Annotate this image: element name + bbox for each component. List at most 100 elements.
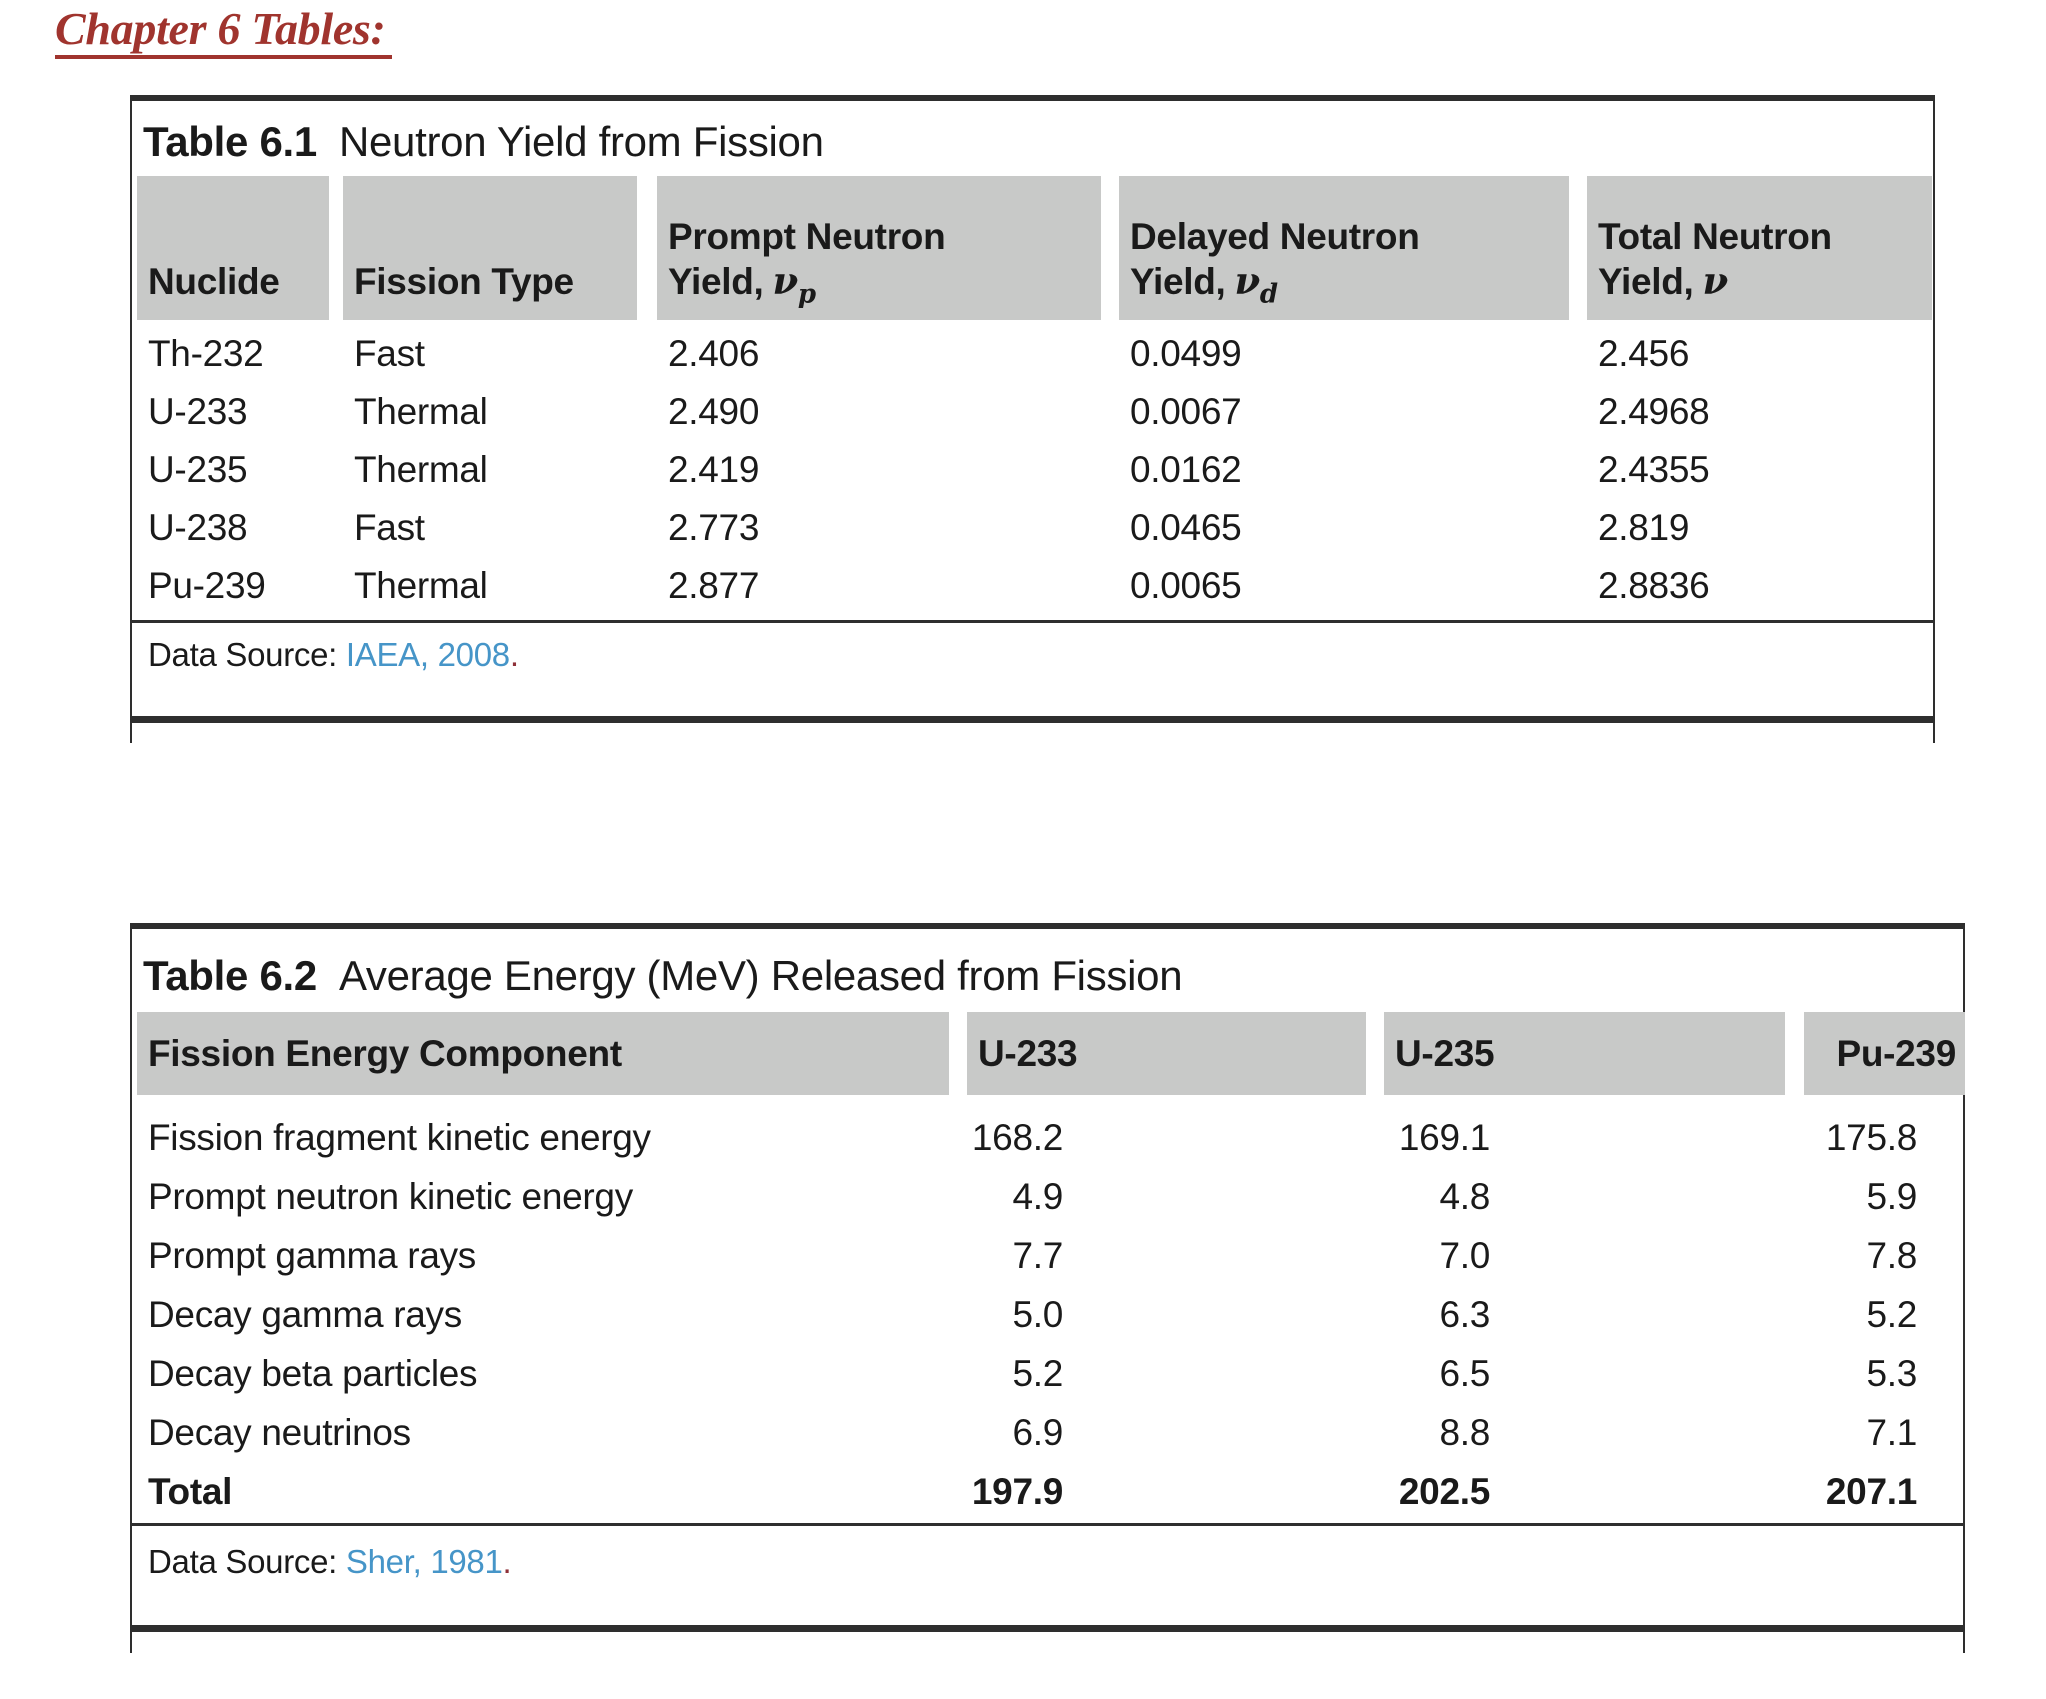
- component-cell: Prompt neutron kinetic energy: [148, 1175, 633, 1217]
- u233-cell: 168.2: [971, 1116, 1063, 1158]
- header-line1: Delayed Neutron: [1130, 216, 1420, 257]
- total-yield-cell: 2.8836: [1598, 565, 1710, 606]
- header-line2: Yield, νp: [668, 259, 816, 310]
- header-u233: U-233: [967, 1012, 1366, 1095]
- pu239-cell: 7.8: [1866, 1234, 1917, 1276]
- prompt-yield-cell: 2.490: [668, 391, 760, 432]
- header-label: Fission Type: [354, 261, 574, 302]
- table-6-1-data-source: Data Source: IAEA, 2008.: [148, 636, 519, 674]
- data-source-link[interactable]: Sher, 1981: [345, 1543, 503, 1580]
- table-row: Th-232 Fast 2.406 0.0499 2.456: [130, 325, 1935, 383]
- u233-cell: 7.7: [1012, 1234, 1063, 1276]
- header-line1: Prompt Neutron: [668, 216, 946, 257]
- header-line1: Total Neutron: [1598, 216, 1832, 257]
- total-yield-cell: 2.4968: [1598, 391, 1710, 432]
- nu-symbol: ν: [1702, 259, 1729, 303]
- component-cell: Decay neutrinos: [148, 1411, 411, 1453]
- u233-cell: 6.9: [1012, 1411, 1063, 1453]
- data-source-link[interactable]: IAEA, 2008: [345, 636, 510, 673]
- fission-type-cell: Thermal: [354, 565, 488, 606]
- fission-type-cell: Thermal: [354, 391, 488, 432]
- table-6-1-border-left: [130, 95, 132, 743]
- pu239-cell: 5.3: [1866, 1352, 1917, 1394]
- table-6-2-data-source: Data Source: Sher, 1981.: [148, 1543, 512, 1581]
- component-cell: Decay beta particles: [148, 1352, 478, 1394]
- u235-cell: 7.0: [1439, 1234, 1490, 1276]
- table-6-1-border-bottom: [130, 716, 1935, 723]
- table-row: Decay neutrinos 6.9 8.8 7.1: [130, 1403, 1965, 1462]
- table-row: Decay beta particles 5.2 6.5 5.3: [130, 1344, 1965, 1403]
- table-6-1-number: Table 6.1: [143, 118, 317, 165]
- table-row: U-238 Fast 2.773 0.0465 2.819: [130, 499, 1935, 557]
- component-cell: Decay gamma rays: [148, 1293, 462, 1335]
- u233-cell: 5.0: [1012, 1293, 1063, 1335]
- component-cell: Fission fragment kinetic energy: [148, 1116, 651, 1158]
- header-fission-energy-component: Fission Energy Component: [137, 1012, 949, 1095]
- table-row-total: Total 197.9 202.5 207.1: [130, 1462, 1965, 1521]
- table-6-2-border-bottom: [130, 1625, 1965, 1632]
- nu-symbol: ν: [772, 259, 799, 303]
- u233-cell: 4.9: [1012, 1175, 1063, 1217]
- table-6-2-border-left: [130, 923, 132, 1653]
- pu239-cell: 207.1: [1825, 1470, 1917, 1512]
- nu-subscript: d: [1259, 279, 1278, 310]
- data-source-label: Data Source:: [148, 636, 338, 673]
- pu239-cell: 5.2: [1866, 1293, 1917, 1335]
- table-row: Pu-239 Thermal 2.877 0.0065 2.8836: [130, 557, 1935, 615]
- header-nuclide: Nuclide: [137, 176, 329, 320]
- header-line2: Yield, νd: [1130, 259, 1278, 310]
- total-yield-cell: 2.819: [1598, 507, 1690, 548]
- prompt-yield-cell: 2.406: [668, 333, 760, 374]
- table-6-1-border-top: [130, 95, 1935, 101]
- table-row: Prompt neutron kinetic energy 4.9 4.8 5.…: [130, 1167, 1965, 1226]
- header-u235: U-235: [1384, 1012, 1785, 1095]
- header-label: Nuclide: [148, 261, 280, 302]
- table-6-2-footer-rule: [130, 1523, 1965, 1526]
- prompt-yield-cell: 2.877: [668, 565, 760, 606]
- table-row: U-235 Thermal 2.419 0.0162 2.4355: [130, 441, 1935, 499]
- data-source-period: .: [502, 1543, 512, 1580]
- u235-cell: 6.3: [1439, 1293, 1490, 1335]
- fission-type-cell: Thermal: [354, 449, 488, 490]
- nuclide-cell: U-233: [148, 391, 248, 432]
- nuclide-cell: U-235: [148, 449, 248, 490]
- header-label: U-233: [978, 1033, 1078, 1074]
- table-6-2-title: Table 6.2 Average Energy (MeV) Released f…: [143, 952, 1183, 999]
- delayed-yield-cell: 0.0465: [1130, 507, 1242, 548]
- fission-type-cell: Fast: [354, 333, 425, 374]
- table-6-1-title: Table 6.1 Neutron Yield from Fission: [143, 119, 824, 165]
- nuclide-cell: U-238: [148, 507, 248, 548]
- header-prompt-neutron-yield: Prompt Neutron Yield, νp: [657, 176, 1101, 320]
- table-6-2-border-top: [130, 923, 1965, 929]
- table-6-2-number: Table 6.2: [143, 952, 317, 999]
- u233-cell: 197.9: [971, 1470, 1063, 1512]
- u235-cell: 8.8: [1439, 1411, 1490, 1453]
- table-row: Fission fragment kinetic energy 168.2 16…: [130, 1108, 1965, 1167]
- delayed-yield-cell: 0.0065: [1130, 565, 1242, 606]
- nuclide-cell: Pu-239: [148, 565, 266, 606]
- pu239-cell: 5.9: [1866, 1175, 1917, 1217]
- total-yield-cell: 2.4355: [1598, 449, 1710, 490]
- fission-type-cell: Fast: [354, 507, 425, 548]
- header-line2: Yield, ν: [1598, 259, 1729, 303]
- table-row: Decay gamma rays 5.0 6.3 5.2: [130, 1285, 1965, 1344]
- header-label: Fission Energy Component: [148, 1033, 622, 1074]
- header-total-neutron-yield: Total Neutron Yield, ν: [1587, 176, 1932, 320]
- data-source-period: .: [509, 636, 519, 673]
- table-6-1-caption: Neutron Yield from Fission: [338, 118, 824, 165]
- nuclide-cell: Th-232: [148, 333, 264, 374]
- u235-cell: 6.5: [1439, 1352, 1490, 1394]
- u235-cell: 4.8: [1439, 1175, 1490, 1217]
- prompt-yield-cell: 2.419: [668, 449, 760, 490]
- u233-cell: 5.2: [1012, 1352, 1063, 1394]
- pu239-cell: 7.1: [1866, 1411, 1917, 1453]
- pu239-cell: 175.8: [1825, 1116, 1917, 1158]
- nu-symbol: ν: [1234, 259, 1261, 303]
- delayed-yield-cell: 0.0067: [1130, 391, 1242, 432]
- chapter-heading: Chapter 6 Tables:: [55, 4, 392, 59]
- prompt-yield-cell: 2.773: [668, 507, 760, 548]
- delayed-yield-cell: 0.0162: [1130, 449, 1242, 490]
- table-6-1-border-right: [1933, 95, 1935, 743]
- u235-cell: 202.5: [1398, 1470, 1490, 1512]
